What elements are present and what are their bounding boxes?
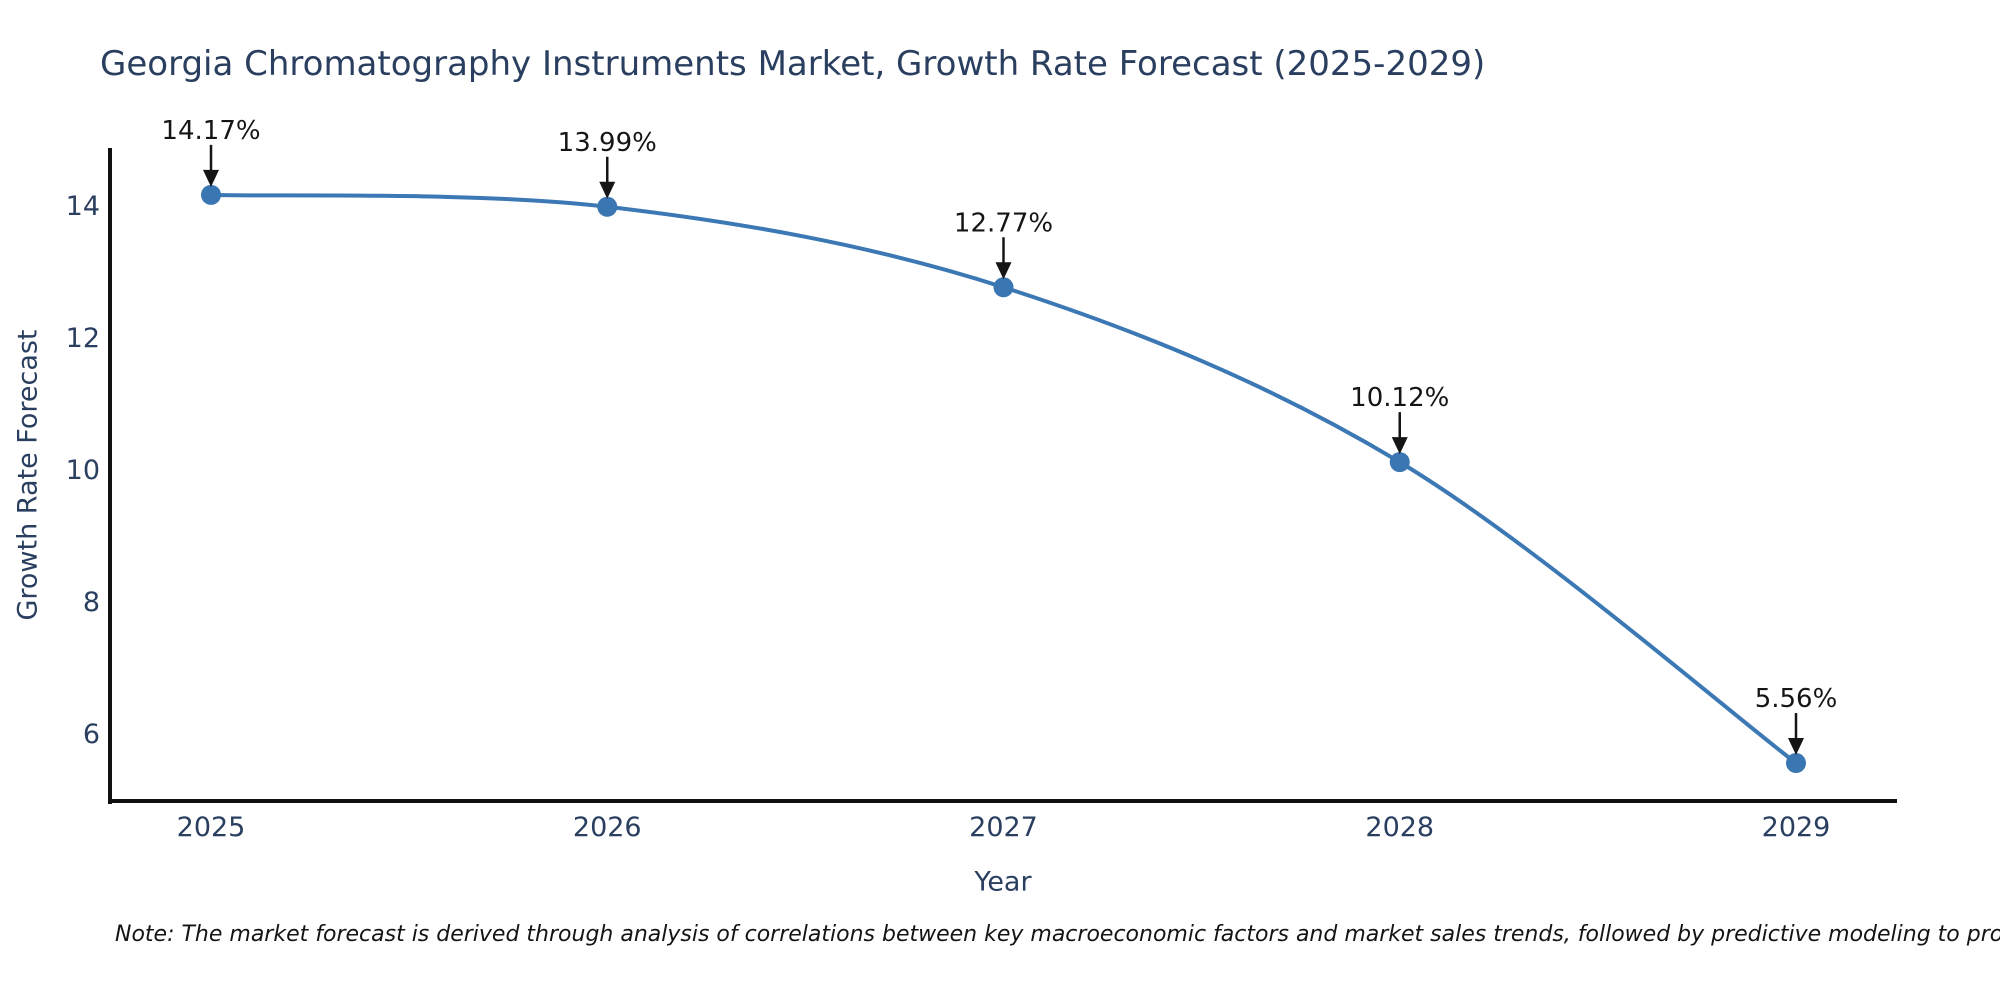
x-axis-title: Year bbox=[974, 866, 1032, 898]
data-point bbox=[201, 184, 221, 205]
annotation-arrow-head bbox=[995, 262, 1012, 280]
forecast-line bbox=[210, 192, 1798, 765]
y-axis-line bbox=[108, 148, 112, 804]
y-tick-label: 10 bbox=[66, 455, 100, 486]
x-tick-label: 2028 bbox=[1365, 812, 1434, 843]
data-point bbox=[993, 277, 1014, 298]
y-tick-label: 14 bbox=[66, 191, 100, 222]
point-annotation: 12.77% bbox=[954, 208, 1053, 238]
chart-title: Georgia Chromatography Instruments Marke… bbox=[100, 44, 1486, 84]
point-annotation: 5.56% bbox=[1755, 684, 1838, 714]
data-point bbox=[1389, 452, 1410, 473]
y-tick-label: 6 bbox=[83, 719, 100, 750]
y-tick-label: 8 bbox=[83, 587, 100, 618]
point-annotation: 14.17% bbox=[161, 116, 260, 146]
annotation-arrow-head bbox=[203, 169, 219, 187]
annotation-arrow-head bbox=[1788, 738, 1804, 756]
y-tick-label: 12 bbox=[66, 323, 100, 354]
point-annotation: 10.12% bbox=[1350, 383, 1449, 413]
y-axis-title: Growth Rate Forecast bbox=[12, 329, 44, 621]
x-tick-label: 2027 bbox=[969, 812, 1038, 843]
annotation-arrow-head bbox=[599, 181, 616, 199]
data-point bbox=[597, 196, 618, 217]
x-axis-line bbox=[108, 799, 1897, 803]
data-point bbox=[1786, 753, 1806, 774]
x-tick-label: 2025 bbox=[177, 812, 246, 843]
point-annotation: 13.99% bbox=[558, 128, 657, 158]
annotation-arrow-head bbox=[1391, 437, 1408, 455]
x-tick-label: 2029 bbox=[1762, 812, 1831, 843]
footnote: Note: The market forecast is derived thr… bbox=[115, 922, 2000, 947]
x-tick-label: 2026 bbox=[573, 812, 642, 843]
